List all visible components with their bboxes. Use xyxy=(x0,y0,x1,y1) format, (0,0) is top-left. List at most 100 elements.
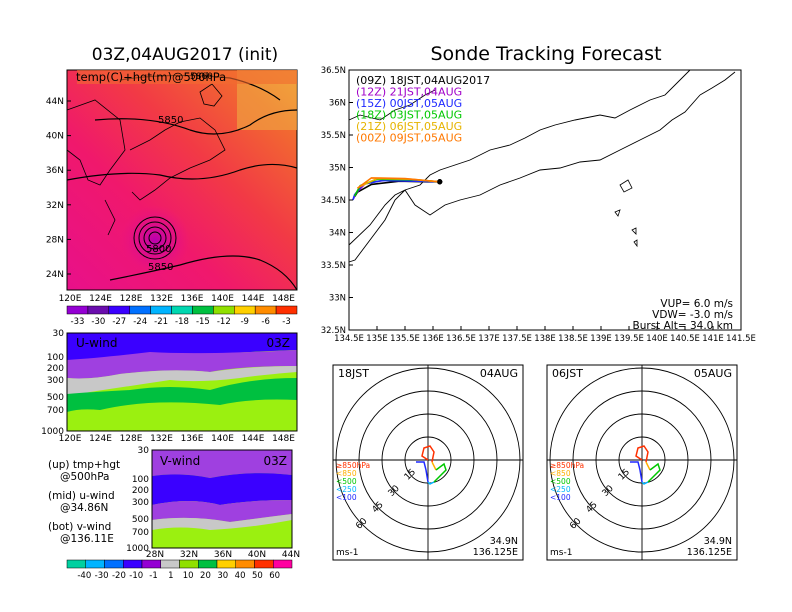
vwind-y-tick: 100 xyxy=(132,475,149,485)
track-y-tick: 32.5N xyxy=(321,326,346,336)
lon-tick-label: 128E xyxy=(120,294,143,304)
contour-label: 5860 xyxy=(190,72,213,82)
colorbar-label: 60 xyxy=(269,571,280,581)
uwind-x-tick: 136E xyxy=(181,434,204,444)
uwind-x-tick: 140E xyxy=(211,434,234,444)
track-x-tick: 139.5E xyxy=(614,334,644,344)
colorbar-label: -9 xyxy=(240,317,248,327)
uwind-y-tick: 30 xyxy=(53,329,65,339)
hodo-trace xyxy=(635,445,649,463)
colorbar-label: -10 xyxy=(129,571,143,581)
colorbar-swatch xyxy=(108,305,130,315)
hodo-level-label: <100 xyxy=(336,493,357,502)
uwind-y-tick: 300 xyxy=(47,376,64,386)
colorbar-swatch xyxy=(275,305,298,315)
wind-legend-line: (up) tmp+hgt xyxy=(48,459,120,471)
wind-legend-line: @34.86N xyxy=(60,502,108,514)
track-legend-item: (09Z) 18JST,04AUG2017 xyxy=(356,74,490,87)
hodo-trace xyxy=(645,461,651,471)
vwind-x-tick: 44N xyxy=(282,550,300,560)
colorbar-label: 30 xyxy=(217,571,228,581)
hodo-trace xyxy=(421,445,435,463)
vwind-x-labels: 28N 32N 36N 40N 44N xyxy=(146,550,300,560)
uwind-x-tick: 120E xyxy=(59,434,82,444)
hodo-level-label: ≥850hPa xyxy=(550,461,584,470)
colorbar-label: 50 xyxy=(252,571,263,581)
uwind-x-tick: 124E xyxy=(89,434,112,444)
hodo-trace xyxy=(433,462,447,483)
lon-tick-label: 132E xyxy=(150,294,173,304)
track-y-tick: 33N xyxy=(329,294,346,304)
lat-tick-label: 36N xyxy=(46,166,64,176)
lat-tick-label: 32N xyxy=(46,201,64,211)
colorbar-swatch xyxy=(123,559,143,569)
colorbar-swatch xyxy=(235,559,255,569)
lat-tick-label: 24N xyxy=(46,270,64,280)
track-x-tick: 137.5E xyxy=(502,334,532,344)
track-legend-item: (00Z) 09JST,05AUG xyxy=(356,132,462,145)
colorbar-label: 40 xyxy=(235,571,246,581)
hodo-level-label: <250 xyxy=(336,485,357,494)
track-x-tick: 135.5E xyxy=(390,334,420,344)
hodo-level-label: <500 xyxy=(550,477,571,486)
track-x-tick: 136.5E xyxy=(446,334,476,344)
uwind-x-labels: 120E 124E 128E 132E 136E 140E 144E 148E xyxy=(59,434,296,444)
colorbar-label: -20 xyxy=(112,571,126,581)
colorbar-swatch xyxy=(273,559,293,569)
map-lon-labels: 120E 124E 128E 132E 136E 140E 144E 148E xyxy=(59,294,296,304)
track-y-tick: 34N xyxy=(329,229,346,239)
colorbar-label: -18 xyxy=(175,317,189,327)
uwind-x-tick: 148E xyxy=(272,434,295,444)
hodograph-left: 18JST 04AUG≥850hPa<850<500<250<1001530456… xyxy=(332,364,524,561)
colorbar-label: -24 xyxy=(133,317,147,327)
colorbar-swatch xyxy=(66,559,86,569)
right-title: Sonde Tracking Forecast xyxy=(430,43,661,65)
wind-legend-line: (mid) u-wind xyxy=(48,490,115,502)
colorbar-label: -33 xyxy=(71,317,85,327)
colorbar-label: -12 xyxy=(217,317,231,327)
uwind-y-tick: 100 xyxy=(47,353,64,363)
hodo-level-label: <250 xyxy=(550,485,571,494)
hodo-lon: 136.125E xyxy=(687,547,732,558)
track-x-labels: 134.5E 135E 135.5E 136E 136.5E 137E 137.5E 138E… xyxy=(334,326,756,344)
vwind-x-tick: 28N xyxy=(146,550,164,560)
vdw-text: VDW= -3.0 m/s xyxy=(652,309,733,321)
track-x-tick: 141.5E xyxy=(726,334,756,344)
uwind-y-tick: 1000 xyxy=(41,427,64,437)
vwind-y-tick: 200 xyxy=(132,486,149,496)
launch-point xyxy=(437,179,443,185)
vwind-y-tick: 1000 xyxy=(126,544,149,554)
track-y-tick: 34.5N xyxy=(321,196,346,206)
wind-legend: (up) tmp+hgt @500hPa (mid) u-wind @34.86… xyxy=(48,459,120,545)
contour-label: 5800 xyxy=(146,244,171,255)
track-x-tick: 140.5E xyxy=(670,334,700,344)
hodo-time: 18JST xyxy=(338,367,369,380)
colorbar-label: 1 xyxy=(168,571,173,581)
colorbar-label: -40 xyxy=(77,571,91,581)
lon-tick-label: 144E xyxy=(242,294,265,304)
track-y-tick: 35.5N xyxy=(321,131,346,141)
colorbar-label: -6 xyxy=(261,317,269,327)
lon-tick-label: 124E xyxy=(89,294,112,304)
track-legend-item: (21Z) 06JST,05AUG xyxy=(356,120,462,133)
lon-tick-label: 120E xyxy=(59,294,82,304)
hodo-date: 05AUG xyxy=(694,367,732,380)
track-x-tick: 137E xyxy=(478,334,500,344)
colorbar-swatch xyxy=(85,559,105,569)
uwind-x-tick: 128E xyxy=(120,434,143,444)
colorbar-swatch xyxy=(129,305,151,315)
lat-tick-label: 40N xyxy=(46,132,64,142)
track-x-tick: 139E xyxy=(590,334,612,344)
track-y-tick: 36.5N xyxy=(321,66,346,76)
hodo-trace xyxy=(630,461,643,483)
colorbar-label: 20 xyxy=(200,571,211,581)
uwind-x-tick: 144E xyxy=(242,434,265,444)
vup-text: VUP= 6.0 m/s xyxy=(660,298,733,310)
track-x-tick: 141E xyxy=(702,334,724,344)
colorbar-swatch xyxy=(179,559,199,569)
colorbar-swatch xyxy=(87,305,110,315)
colorbar-label: -30 xyxy=(91,317,105,327)
